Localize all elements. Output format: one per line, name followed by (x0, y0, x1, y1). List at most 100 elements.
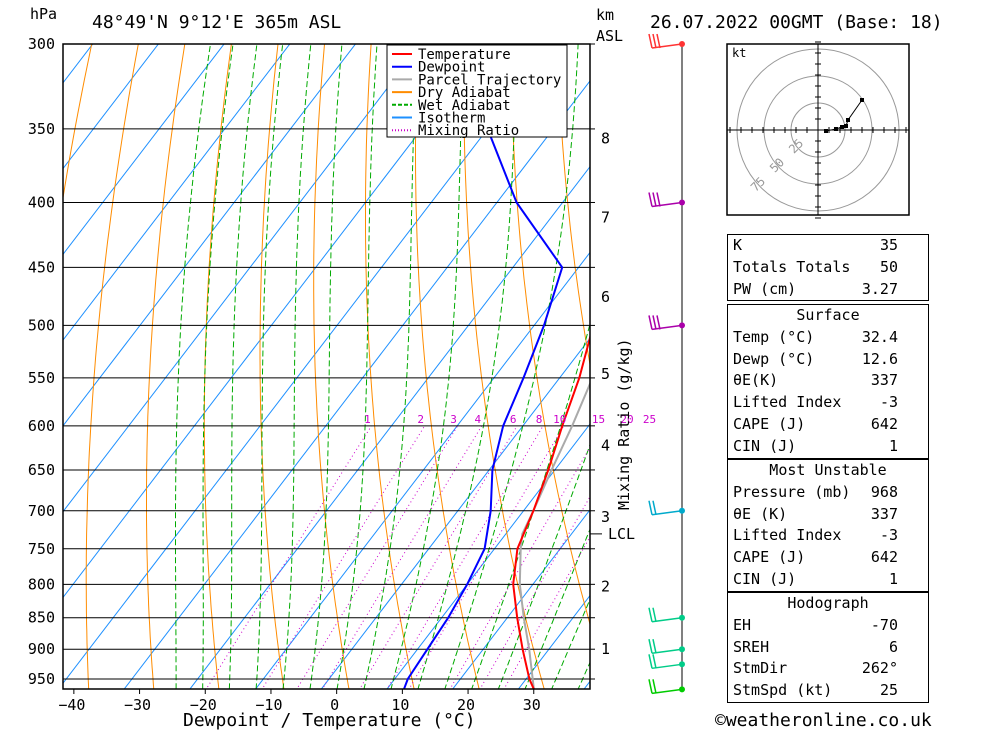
mixing-ratio-label: 1 (364, 413, 371, 426)
wet-adiabat-line (471, 322, 590, 689)
mixing-ratio-label: 8 (536, 413, 543, 426)
datetime-title: 26.07.2022 00GMT (Base: 18) (650, 12, 943, 33)
km-tick-label: 8 (601, 129, 610, 147)
wind-barb (648, 639, 683, 654)
isotherm-line (63, 44, 357, 427)
wind-barb-flag (656, 192, 661, 207)
wet-adiabat-line (202, 44, 234, 689)
km-tick-label: 5 (601, 365, 610, 383)
location-title: 48°49'N 9°12'E 365m ASL (92, 12, 342, 33)
isotherm-line (63, 44, 94, 84)
wet-adiabat-line (309, 44, 343, 689)
hodograph-point (844, 124, 848, 128)
wet-adiabat-line (524, 527, 590, 689)
temperature-tick-label: 10 (391, 696, 409, 714)
wind-barb-flag (648, 639, 653, 654)
km-tick-label: 7 (601, 208, 610, 226)
mixing-ratio-line (408, 425, 565, 689)
wind-barb-staff (651, 648, 683, 654)
mixing-ratio-label: 25 (643, 413, 656, 426)
mixing-ratio-label: 2 (417, 413, 424, 426)
pressure-tick-label: 600 (28, 417, 55, 435)
isotherm-line (189, 165, 590, 689)
pressure-tick-label: 450 (28, 258, 55, 276)
isotherm-line (63, 44, 160, 170)
mixing-ratio-label: 4 (474, 413, 481, 426)
dry-adiabat-line (972, 25, 1000, 707)
legend-label: Mixing Ratio (418, 123, 519, 139)
dry-adiabat-line (85, 44, 139, 689)
dewpoint-line (402, 44, 564, 689)
wind-barb-staff (651, 663, 683, 670)
km-tick-label: 1 (601, 640, 610, 658)
wind-barb-flag (652, 654, 657, 669)
hodograph-point (860, 98, 864, 102)
surface-table: Surface Temp (°C) 32.4 Dewp (°C) 12.6 θE(K… (727, 304, 929, 459)
temperature-line (512, 333, 590, 689)
hodograph-point (840, 125, 844, 129)
km-tick-label: 6 (601, 288, 610, 306)
mixing-ratio-axis-title: Mixing Ratio (g/kg) (615, 338, 633, 510)
dry-adiabat-line (146, 44, 186, 689)
temperature-tick-label: −10 (255, 696, 282, 714)
hodograph-point (846, 118, 850, 122)
wind-barb (648, 607, 683, 623)
copyright-link[interactable]: ©weatheronline.co.uk (715, 710, 932, 731)
pressure-unit-label: hPa (30, 5, 58, 23)
wet-adiabat-line (363, 44, 418, 689)
dry-adiabat-line (259, 44, 285, 689)
wind-barb-flag (652, 315, 657, 330)
km-axis: 1 2 3 4 5 6 7 8 LCL (590, 129, 635, 658)
pressure-tick-label: 700 (28, 502, 55, 520)
x-axis: −40 −30 −20 −10 0 10 20 30 (58, 689, 541, 714)
hodograph-unit-label: kt (732, 46, 746, 60)
plot-frame (62, 43, 591, 690)
km-label: km (596, 6, 615, 24)
isotherm-line (517, 594, 590, 689)
mixing-ratio-line (205, 425, 372, 689)
wet-adiabat-line (551, 598, 590, 689)
pressure-tick-label: 550 (28, 369, 55, 387)
wind-barb (648, 315, 683, 331)
wind-barb-flag (652, 679, 657, 694)
dry-adiabat-line (510, 44, 590, 627)
mixing-ratio-line (479, 495, 590, 689)
hodograph-table: Hodograph EH -70 SREH 6 StmDir 262° StmSpd … (727, 592, 929, 703)
dry-adiabat-line (203, 44, 232, 689)
mixing-ratio-line (261, 425, 426, 689)
legend-label: Isotherm (418, 111, 485, 127)
wind-barb (648, 654, 683, 670)
wet-adiabat-line (282, 44, 312, 689)
legend-label: Dewpoint (418, 60, 485, 76)
mixing-ratio-labels: 1 2 3 4 6 8 10 15 20 25 (364, 413, 656, 426)
wind-barb-flag (648, 500, 653, 515)
wind-barb (648, 33, 683, 49)
asl-label: ASL (596, 27, 624, 45)
isotherm-line (63, 44, 291, 341)
temperature-tick-label: 30 (523, 696, 541, 714)
dry-adiabat-line (556, 44, 590, 368)
pressure-tick-label: 800 (28, 575, 55, 593)
mixing-ratio-label: 20 (620, 413, 633, 426)
wind-barb (648, 500, 683, 516)
parcel-line (518, 381, 590, 689)
wind-barb-flag (648, 607, 653, 622)
wind-barbs (648, 33, 685, 695)
dry-adiabat-line (415, 44, 480, 689)
pressure-tick-label: 500 (28, 316, 55, 334)
wind-barb-staff (651, 324, 683, 331)
km-tick-label: 3 (601, 508, 610, 526)
dry-adiabat-line (313, 44, 350, 689)
mixing-ratio-line (321, 425, 483, 689)
pressure-tick-label: 750 (28, 540, 55, 558)
isotherm-line (255, 251, 590, 689)
pressure-tick-label: 900 (28, 640, 55, 658)
isotherm-line (386, 423, 590, 689)
pressure-tick-label: 400 (28, 193, 55, 211)
legend-label: Wet Adiabat (418, 98, 511, 114)
wet-adiabat-line (390, 44, 464, 689)
pressure-tick-label: 300 (28, 35, 55, 53)
wind-barb-staff (651, 43, 683, 49)
y-axis: 300 350 400 450 500 550 600 650 700 750 800 850 900 9… (28, 35, 55, 688)
